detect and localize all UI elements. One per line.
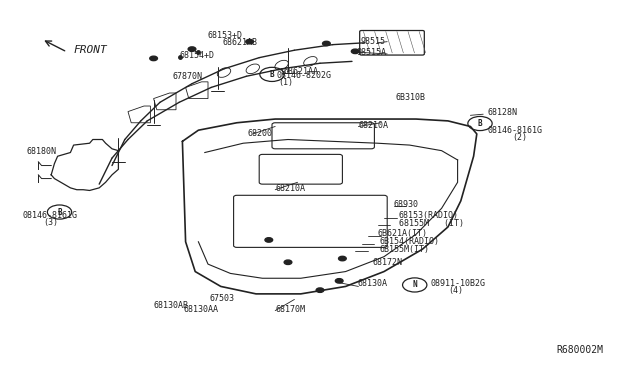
Text: FRONT: FRONT [74,45,108,55]
Text: 68153(RADIO): 68153(RADIO) [399,211,459,220]
FancyBboxPatch shape [272,123,374,149]
Text: 68210A: 68210A [358,121,388,130]
Text: 08146-8161G: 08146-8161G [488,126,543,135]
Text: 6B154(RADIO): 6B154(RADIO) [380,237,440,246]
Text: 68128N: 68128N [488,108,518,117]
Circle shape [335,279,343,283]
Text: 68130A: 68130A [357,279,387,288]
Circle shape [246,39,253,44]
Text: (2): (2) [512,133,527,142]
Text: (1): (1) [278,78,293,87]
Text: 68210A: 68210A [275,185,305,193]
Circle shape [265,238,273,242]
Text: 68153+D: 68153+D [208,31,243,40]
Text: 68170M: 68170M [275,305,305,314]
Text: 98515: 98515 [360,37,385,46]
Text: 68621AB: 68621AB [223,38,258,47]
Text: 68621AA: 68621AA [284,67,319,76]
Text: 68930: 68930 [394,200,419,209]
Text: 68130AB: 68130AB [154,301,189,310]
Text: R680002M: R680002M [557,345,604,355]
Text: B: B [269,70,275,79]
FancyBboxPatch shape [259,154,342,184]
Text: 68200: 68200 [247,129,272,138]
Text: 68172N: 68172N [372,258,403,267]
Text: 67503: 67503 [209,294,234,303]
Text: B: B [57,208,62,217]
Circle shape [351,49,359,54]
Text: 6B621A(IT): 6B621A(IT) [378,229,428,238]
Text: 68130AA: 68130AA [184,305,219,314]
Text: 08146-8161G: 08146-8161G [22,211,77,219]
Circle shape [284,260,292,264]
Text: 08146-8202G: 08146-8202G [276,71,332,80]
Text: 68180N: 68180N [27,147,57,156]
Text: 68154+D: 68154+D [179,51,214,60]
Circle shape [339,256,346,261]
FancyBboxPatch shape [360,31,424,55]
Text: 67870N: 67870N [173,72,203,81]
Text: 6B310B: 6B310B [396,93,426,102]
Text: 98515A: 98515A [356,48,387,57]
Text: (4): (4) [448,286,463,295]
Circle shape [316,288,324,292]
Text: 08911-10B2G: 08911-10B2G [431,279,486,288]
Circle shape [150,56,157,61]
Circle shape [323,41,330,46]
Text: B: B [477,119,483,128]
Text: N: N [412,280,417,289]
Text: 68155M   (IT): 68155M (IT) [399,219,464,228]
Circle shape [188,47,196,51]
Text: (3): (3) [44,218,58,227]
FancyBboxPatch shape [234,195,387,247]
Text: 6B155M(IT): 6B155M(IT) [380,245,429,254]
